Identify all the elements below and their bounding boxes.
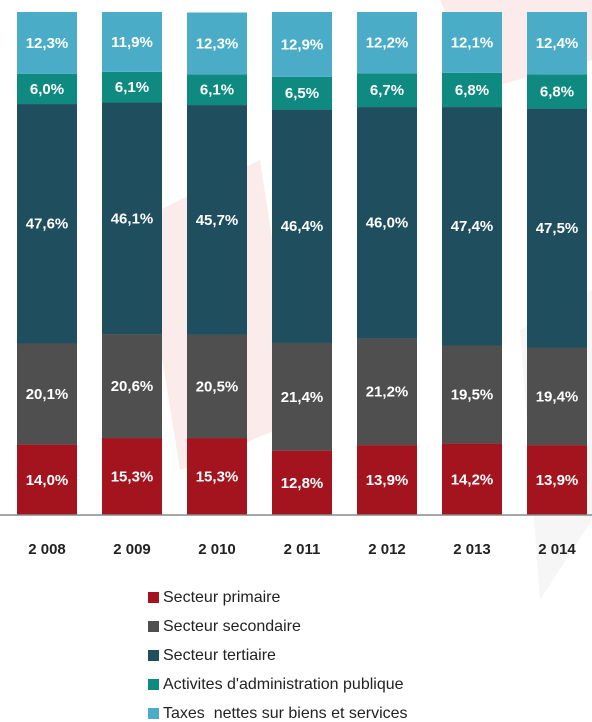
bar-segment <box>102 102 162 335</box>
bar-segment <box>187 438 247 515</box>
bar-segment <box>527 108 587 348</box>
value-label: 45,7% <box>196 212 239 229</box>
legend-swatch <box>148 650 159 661</box>
legend-label: Secteur secondaire <box>163 618 301 635</box>
value-label: 12,2% <box>366 35 409 52</box>
bar-segment <box>357 73 417 108</box>
value-label: 21,4% <box>281 389 324 406</box>
bar-segment <box>357 338 417 446</box>
legend-label: Secteur primaire <box>163 589 280 606</box>
bar-segment <box>442 345 502 444</box>
value-label: 12,4% <box>536 35 579 52</box>
bar-segment <box>187 74 247 106</box>
value-label: 6,8% <box>540 83 574 100</box>
bar-segment <box>527 445 587 515</box>
value-label: 6,7% <box>370 82 404 99</box>
bar-segment <box>527 347 587 446</box>
value-label: 13,9% <box>366 472 409 489</box>
legend-label: Secteur tertiaire <box>163 647 276 664</box>
bar-segment <box>187 334 247 439</box>
value-label: 21,2% <box>366 384 409 401</box>
bar-segment <box>102 334 162 439</box>
x-tick-label: 2 013 <box>453 541 491 558</box>
bar-segment <box>17 444 77 515</box>
value-label: 14,2% <box>451 471 494 488</box>
value-label: 15,3% <box>111 468 154 485</box>
value-label: 12,8% <box>281 475 324 492</box>
value-label: 15,3% <box>196 468 239 485</box>
x-tick-label: 2 010 <box>198 541 236 558</box>
value-label: 6,8% <box>455 82 489 99</box>
bar-segment <box>187 105 247 335</box>
value-label: 12,3% <box>196 35 239 52</box>
bar-segment <box>272 12 332 77</box>
value-label: 12,9% <box>281 36 324 53</box>
bar-segment <box>357 107 417 339</box>
bar-segment <box>442 443 502 515</box>
value-label: 47,6% <box>26 216 69 233</box>
value-label: 6,1% <box>115 79 149 96</box>
value-label: 13,9% <box>536 472 579 489</box>
bar-segment <box>272 76 332 110</box>
value-label: 20,5% <box>196 378 239 395</box>
bar-segment <box>17 73 77 105</box>
bar-segment <box>102 12 162 72</box>
x-tick-label: 2 008 <box>28 541 66 558</box>
value-label: 47,5% <box>536 220 579 237</box>
bar-segment <box>17 104 77 344</box>
value-label: 14,0% <box>26 472 69 489</box>
value-label: 11,9% <box>111 34 153 51</box>
value-label: 19,5% <box>451 387 494 404</box>
value-label: 6,0% <box>30 81 64 98</box>
legend-swatch <box>148 592 159 603</box>
bar-segment <box>527 74 587 109</box>
bar-segment <box>527 12 587 75</box>
value-label: 47,4% <box>451 218 494 235</box>
legend-swatch <box>148 621 159 632</box>
bar-segment <box>357 445 417 515</box>
legend-swatch <box>148 708 159 719</box>
x-tick-label: 2 014 <box>538 541 576 558</box>
bar-segment <box>17 343 77 445</box>
legend-swatch <box>148 679 159 690</box>
bar-segment <box>272 109 332 343</box>
bar-segment <box>17 12 77 74</box>
bar-segment <box>442 72 502 108</box>
value-label: 20,1% <box>26 386 69 403</box>
value-label: 12,1% <box>451 34 494 51</box>
bar-segment <box>272 342 332 451</box>
value-label: 12,3% <box>26 35 69 52</box>
value-label: 46,1% <box>111 210 154 227</box>
x-tick-label: 2 009 <box>113 541 151 558</box>
value-label: 46,0% <box>366 215 409 232</box>
value-label: 6,1% <box>200 82 234 99</box>
bar-segment <box>442 12 502 73</box>
value-label: 20,6% <box>111 378 154 395</box>
bar-segment <box>102 438 162 515</box>
x-tick-label: 2 012 <box>368 541 406 558</box>
legend-label: Activites d'administration publique <box>163 676 404 693</box>
x-tick-label: 2 011 <box>284 541 321 558</box>
value-label: 6,5% <box>285 85 319 102</box>
bar-segment <box>357 12 417 74</box>
bar-segment <box>102 71 162 103</box>
bar-segment <box>187 12 247 75</box>
value-label: 46,4% <box>281 218 324 235</box>
legend-label: Taxes nettes sur biens et services <box>163 705 408 722</box>
bar-segment <box>272 450 332 515</box>
bar-segment <box>442 107 502 346</box>
value-label: 19,4% <box>536 388 579 405</box>
